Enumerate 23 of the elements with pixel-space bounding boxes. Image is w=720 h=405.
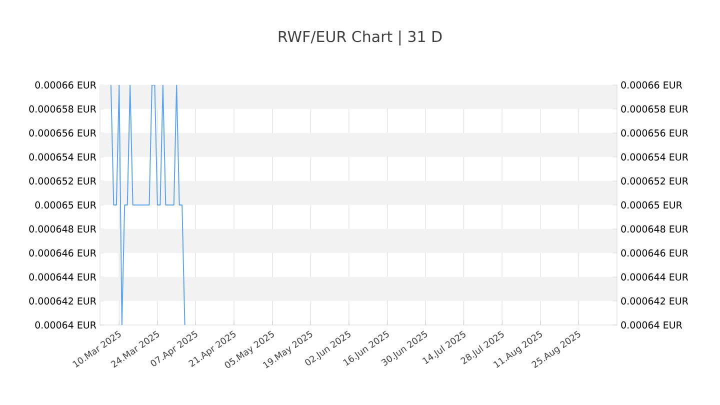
y2-tick-label: 0.00064 EUR <box>35 321 96 329</box>
y-tick-label: 0.000654 EUR <box>621 153 688 161</box>
y2-tick-label: 0.000642 EUR <box>29 297 96 305</box>
y-tick-label: 0.00064 EUR <box>621 321 682 329</box>
y2-tick-label: 0.000646 EUR <box>29 249 96 257</box>
y2-tick-label: 0.000658 EUR <box>29 105 96 113</box>
y-tick-label: 0.00065 EUR <box>621 201 682 209</box>
y-tick-label: 0.000658 EUR <box>621 105 688 113</box>
y2-tick-label: 0.000656 EUR <box>29 129 96 137</box>
y2-tick-label: 0.000652 EUR <box>29 177 96 185</box>
y2-tick-label: 0.00066 EUR <box>35 81 96 89</box>
y-tick-label: 0.000642 EUR <box>621 297 688 305</box>
y2-tick-label: 0.00065 EUR <box>35 201 96 209</box>
y2-tick-label: 0.000644 EUR <box>29 273 96 281</box>
y-tick-label: 0.000648 EUR <box>621 225 688 233</box>
y2-tick-label: 0.000648 EUR <box>29 225 96 233</box>
y2-tick-label: 0.000654 EUR <box>29 153 96 161</box>
y-tick-label: 0.00066 EUR <box>621 81 682 89</box>
y-tick-label: 0.000656 EUR <box>621 129 688 137</box>
y-tick-label: 0.000652 EUR <box>621 177 688 185</box>
y-tick-label: 0.000646 EUR <box>621 249 688 257</box>
chart-title: RWF/EUR Chart | 31 D <box>278 30 442 46</box>
y-tick-label: 0.000644 EUR <box>621 273 688 281</box>
